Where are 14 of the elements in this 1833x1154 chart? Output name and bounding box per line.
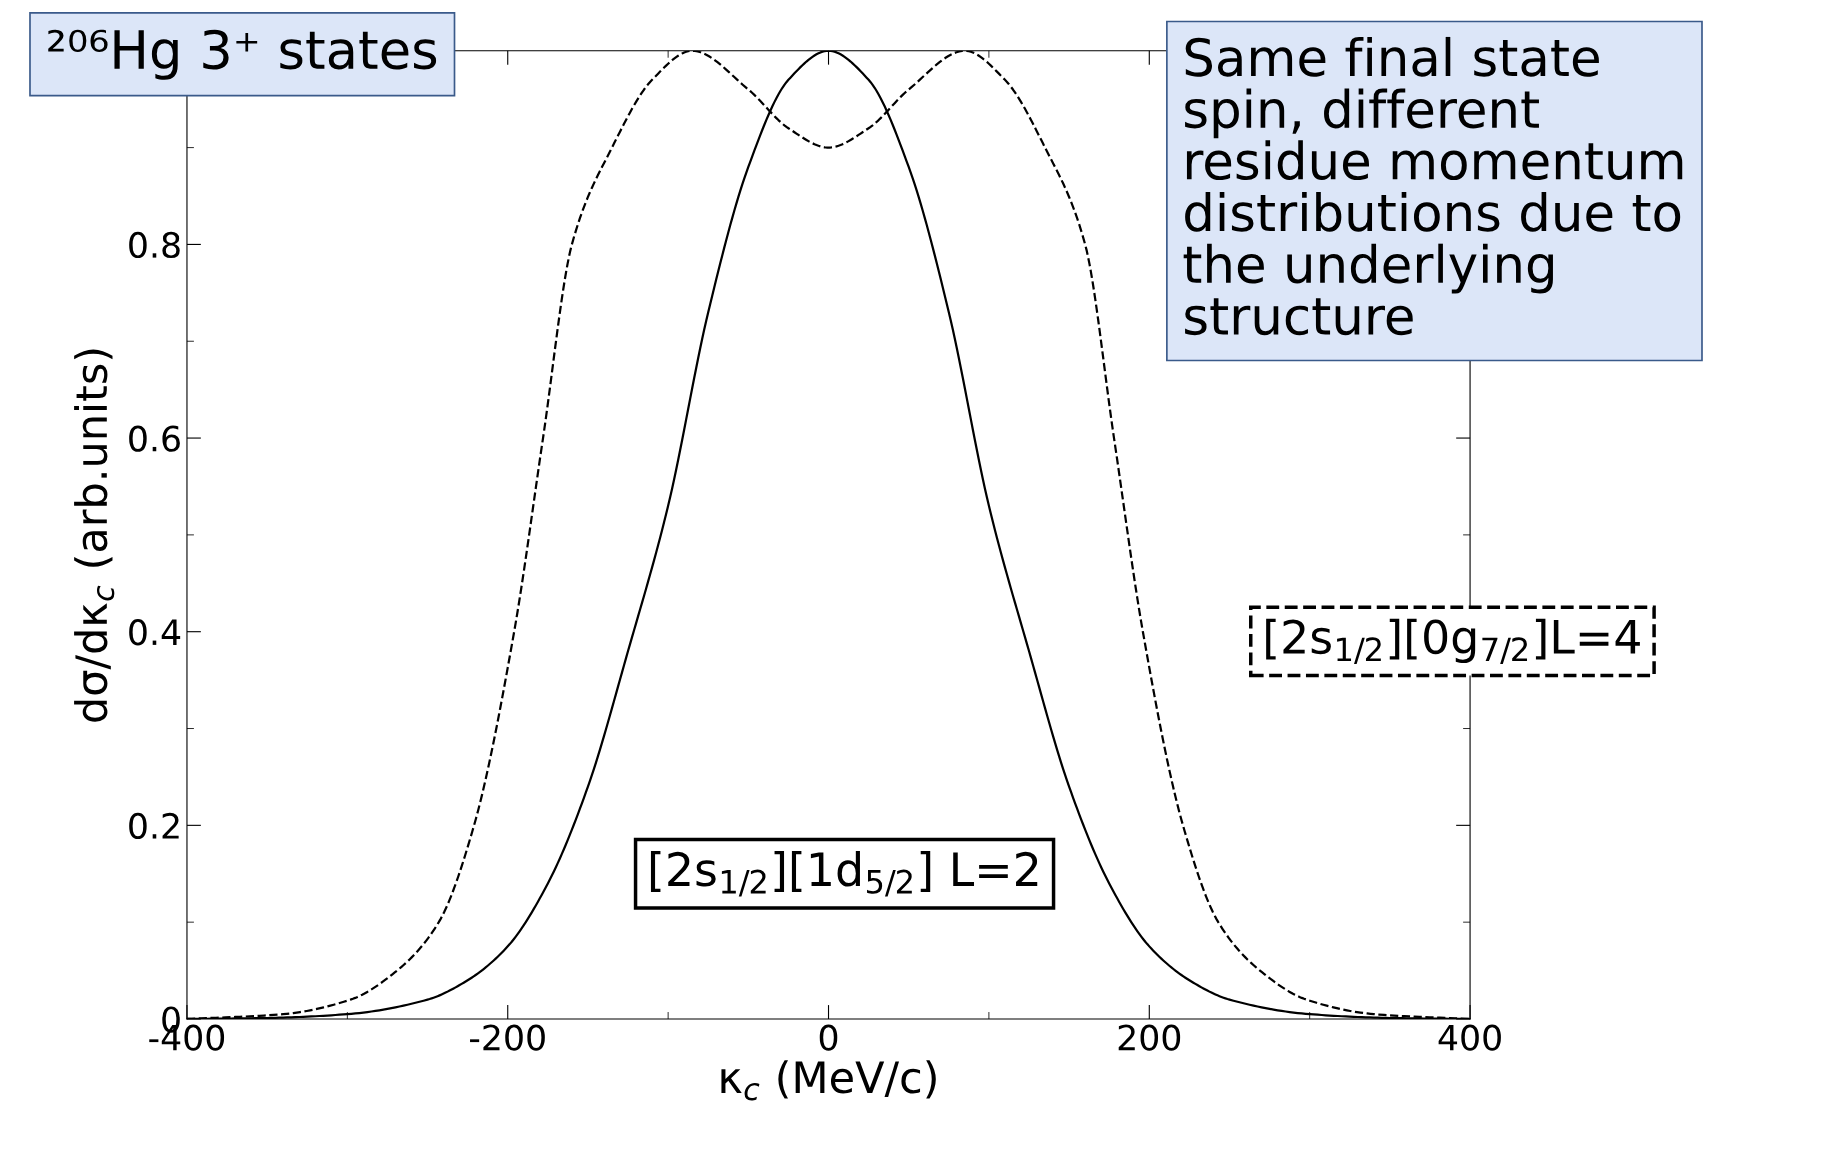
y-tick-label: 0.2 <box>129 812 179 840</box>
series-label: [2s$_{1/2}$][1d$_{5/2}$] L=2 <box>650 851 1038 897</box>
y-tick-label: 0.4 <box>129 619 181 646</box>
text: [2s$_{1/2}$][0g$_{7/2}$]L=4 <box>1266 618 1640 665</box>
y-tick-label: 0.8 <box>129 231 180 259</box>
x-axis-title: κ$_{c}$ (MeV/c) <box>721 1060 936 1101</box>
y-tick-label: 0.6 <box>129 425 180 452</box>
y-axis-title: dσ/dκ$_{c}$ (arb.units) <box>74 349 115 722</box>
annotation: Same final state spin, different residue momentum distributions due to the underlying structure <box>1183 36 1683 336</box>
x-tick-label: 400 <box>1438 1024 1501 1051</box>
x-tick-label: 0 <box>819 1024 838 1051</box>
chart-title: ²⁰⁶Hg 3⁺ states <box>48 29 437 80</box>
x-tick-label: -200 <box>470 1024 545 1051</box>
x-tick-label: 200 <box>1118 1024 1181 1051</box>
